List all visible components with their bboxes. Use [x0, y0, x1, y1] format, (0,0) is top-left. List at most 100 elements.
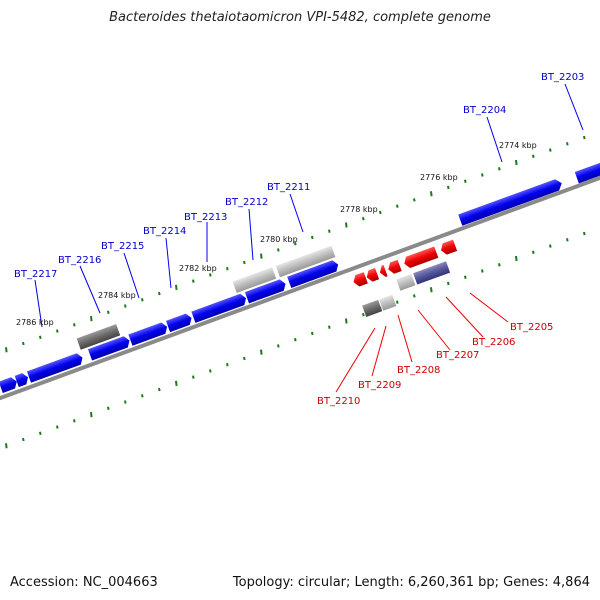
tick-mark-upper	[209, 273, 212, 277]
gene-block-gray[interactable]	[362, 299, 383, 317]
tick-mark-upper	[583, 135, 586, 140]
genome-title: Bacteroides thetaiotaomicron VPI-5482, c…	[109, 10, 491, 25]
gene-label-reverse[interactable]: BT_2210	[317, 396, 360, 407]
gene-label-forward[interactable]: BT_2211	[267, 182, 310, 193]
tick-mark-lower	[107, 406, 110, 411]
forward-label-connectors	[34, 83, 584, 328]
gene-arrow-forward[interactable]	[0, 376, 19, 393]
gene-arrow-forward[interactable]	[165, 312, 194, 333]
tick-mark-upper	[379, 210, 382, 215]
gene-arrow-reverse[interactable]	[439, 239, 458, 256]
tick-mark-lower	[549, 244, 552, 248]
tick-mark-upper	[362, 217, 365, 221]
tick-mark-upper	[107, 310, 110, 315]
gene-label-forward[interactable]: BT_2217	[14, 269, 57, 280]
gene-block-gray[interactable]	[379, 294, 397, 311]
gene-arrow-forward[interactable]	[574, 156, 600, 184]
kbp-label: 2774 kbp	[499, 141, 537, 150]
tick-mark-lower	[498, 263, 501, 267]
tick-mark-upper	[464, 179, 467, 183]
tick-mark-lower	[90, 411, 93, 418]
reverse-label-connectors	[335, 292, 509, 393]
tick-mark-upper	[430, 191, 433, 197]
tick-mark-lower	[124, 400, 127, 404]
gene-arrow-forward[interactable]	[244, 278, 288, 304]
gene-label-forward[interactable]: BT_2216	[58, 255, 101, 266]
forward-gene-track	[0, 156, 600, 393]
gene-label-reverse[interactable]: BT_2206	[472, 337, 515, 348]
gene-arrow-reverse[interactable]	[378, 264, 388, 278]
gene-block-gray[interactable]	[232, 267, 277, 293]
tick-mark-lower	[566, 238, 569, 242]
tick-mark-lower	[311, 331, 314, 336]
tick-mark-upper	[39, 335, 42, 340]
tick-mark-lower	[158, 387, 161, 392]
tick-mark-lower	[583, 231, 586, 236]
tick-mark-lower	[294, 337, 297, 342]
tick-mark-upper	[481, 173, 484, 177]
tick-mark-lower	[481, 269, 484, 273]
kbp-scale-labels: 2774 kbp 2776 kbp 2778 kbp 2780 kbp 2782…	[16, 141, 537, 327]
gene-arrow-reverse[interactable]	[352, 272, 368, 288]
tick-mark-lower	[345, 318, 348, 324]
gene-block-gray[interactable]	[76, 324, 121, 350]
tick-mark-lower	[328, 325, 331, 329]
gene-label-forward[interactable]: BT_2203	[541, 72, 584, 83]
gene-arrow-forward[interactable]	[14, 372, 30, 388]
tick-mark-upper	[345, 222, 348, 228]
tick-mark-upper	[328, 229, 331, 233]
tick-mark-lower	[362, 313, 365, 317]
tick-mark-lower	[515, 255, 518, 262]
gene-label-reverse[interactable]: BT_2209	[358, 380, 401, 391]
tick-mark-lower	[226, 362, 229, 367]
tick-mark-upper	[566, 142, 569, 146]
gene-arrow-reverse[interactable]	[365, 267, 380, 283]
reverse-gene-labels: BT_2205 BT_2206 BT_2207 BT_2208 BT_2209 …	[317, 322, 553, 407]
kbp-label: 2782 kbp	[179, 264, 217, 273]
kbp-label: 2776 kbp	[420, 173, 458, 182]
genome-summary-text: Topology: circular; Length: 6,260,361 bp…	[232, 575, 590, 590]
kbp-label: 2780 kbp	[260, 235, 298, 244]
gene-arrow-reverse[interactable]	[402, 246, 439, 269]
gene-label-forward[interactable]: BT_2204	[463, 105, 506, 116]
kbp-label: 2784 kbp	[98, 291, 136, 300]
tick-mark-lower	[141, 394, 144, 398]
tick-mark-upper	[396, 204, 399, 208]
gene-label-forward[interactable]: BT_2212	[225, 197, 268, 208]
gene-arrow-forward[interactable]	[128, 321, 169, 346]
tick-mark-lower	[396, 300, 399, 304]
gene-label-forward[interactable]: BT_2214	[143, 226, 186, 237]
gene-label-reverse[interactable]: BT_2205	[510, 322, 553, 333]
gene-label-reverse[interactable]: BT_2207	[436, 350, 479, 361]
gene-arrow-forward[interactable]	[287, 259, 340, 288]
tick-marks	[5, 135, 586, 449]
tick-mark-lower	[56, 425, 59, 429]
gene-block-purple[interactable]	[413, 261, 451, 285]
tick-mark-upper	[90, 315, 93, 322]
gene-arrow-forward[interactable]	[458, 178, 564, 226]
gene-block-gray[interactable]	[275, 245, 336, 278]
kbp-label: 2786 kbp	[16, 318, 54, 327]
tick-mark-upper	[243, 260, 246, 265]
tick-mark-upper	[447, 185, 450, 190]
tick-mark-upper	[549, 148, 552, 152]
gene-arrow-forward[interactable]	[26, 352, 85, 383]
tick-mark-upper	[532, 154, 535, 158]
tick-mark-lower	[175, 380, 178, 386]
gene-label-forward[interactable]: BT_2215	[101, 241, 144, 252]
gene-label-forward[interactable]: BT_2213	[184, 212, 227, 223]
gene-arrow-reverse[interactable]	[386, 259, 402, 275]
gene-arrow-forward[interactable]	[87, 335, 132, 361]
tick-mark-lower	[277, 344, 280, 348]
gene-arrow-forward[interactable]	[191, 292, 248, 323]
gene-label-reverse[interactable]: BT_2208	[397, 365, 440, 376]
tick-mark-lower	[447, 281, 450, 286]
tick-mark-upper	[56, 329, 59, 333]
accession-text: Accession: NC_004663	[10, 575, 158, 590]
tick-mark-upper	[22, 341, 25, 346]
tick-mark-upper	[175, 284, 178, 290]
tick-mark-lower	[532, 250, 535, 254]
gene-block-gray[interactable]	[396, 273, 416, 291]
